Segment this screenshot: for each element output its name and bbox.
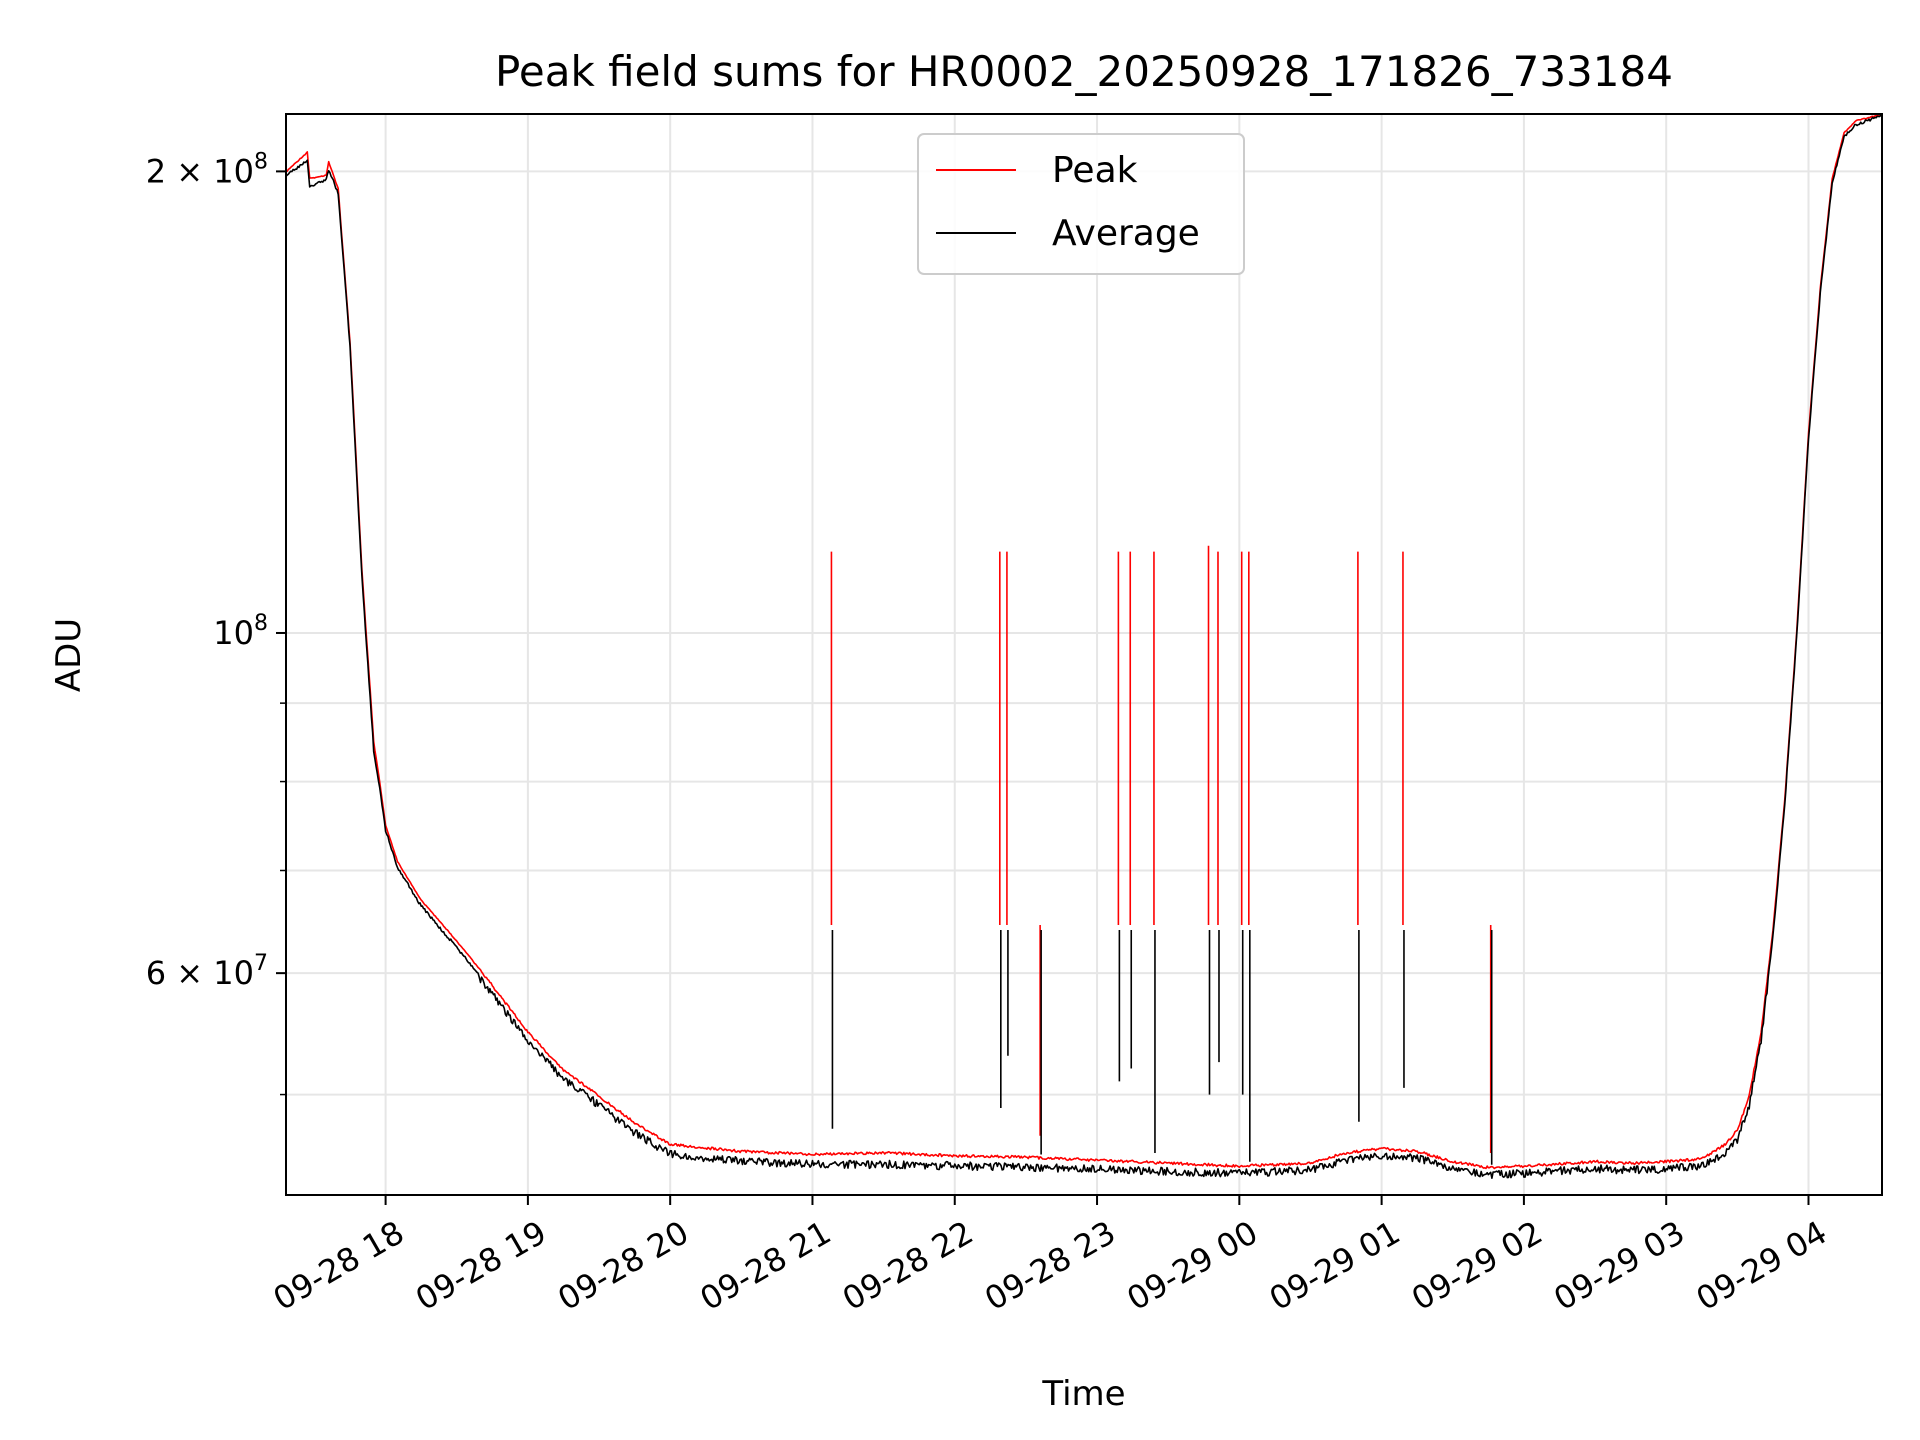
legend: Peak Average	[917, 133, 1245, 275]
y-tick-label: 2 × 108	[146, 149, 268, 190]
y-tick-label: 108	[213, 611, 268, 652]
y-tick-exponent: 7	[254, 951, 268, 976]
legend-label: Peak	[1052, 150, 1138, 191]
x-axis-label: Time	[1041, 1374, 1125, 1414]
y-tick-base: 10	[213, 614, 254, 652]
y-tick-exponent: 8	[254, 611, 268, 636]
chart-title: Peak field sums for HR0002_20250928_1718…	[495, 47, 1673, 96]
y-tick-label: 6 × 107	[146, 951, 268, 992]
y-tick-exponent: 8	[254, 149, 268, 174]
plot-frame	[285, 113, 1883, 1196]
y-axis-label: ADU	[49, 618, 89, 692]
y-tick-base: 6 × 10	[146, 954, 254, 992]
grid	[286, 114, 1882, 1195]
legend-label: Average	[1052, 213, 1200, 254]
y-tick-base: 2 × 10	[146, 152, 254, 190]
series-line-average	[285, 113, 1883, 1179]
series-line-peak	[285, 113, 1883, 1170]
series-layer	[285, 113, 1883, 1179]
